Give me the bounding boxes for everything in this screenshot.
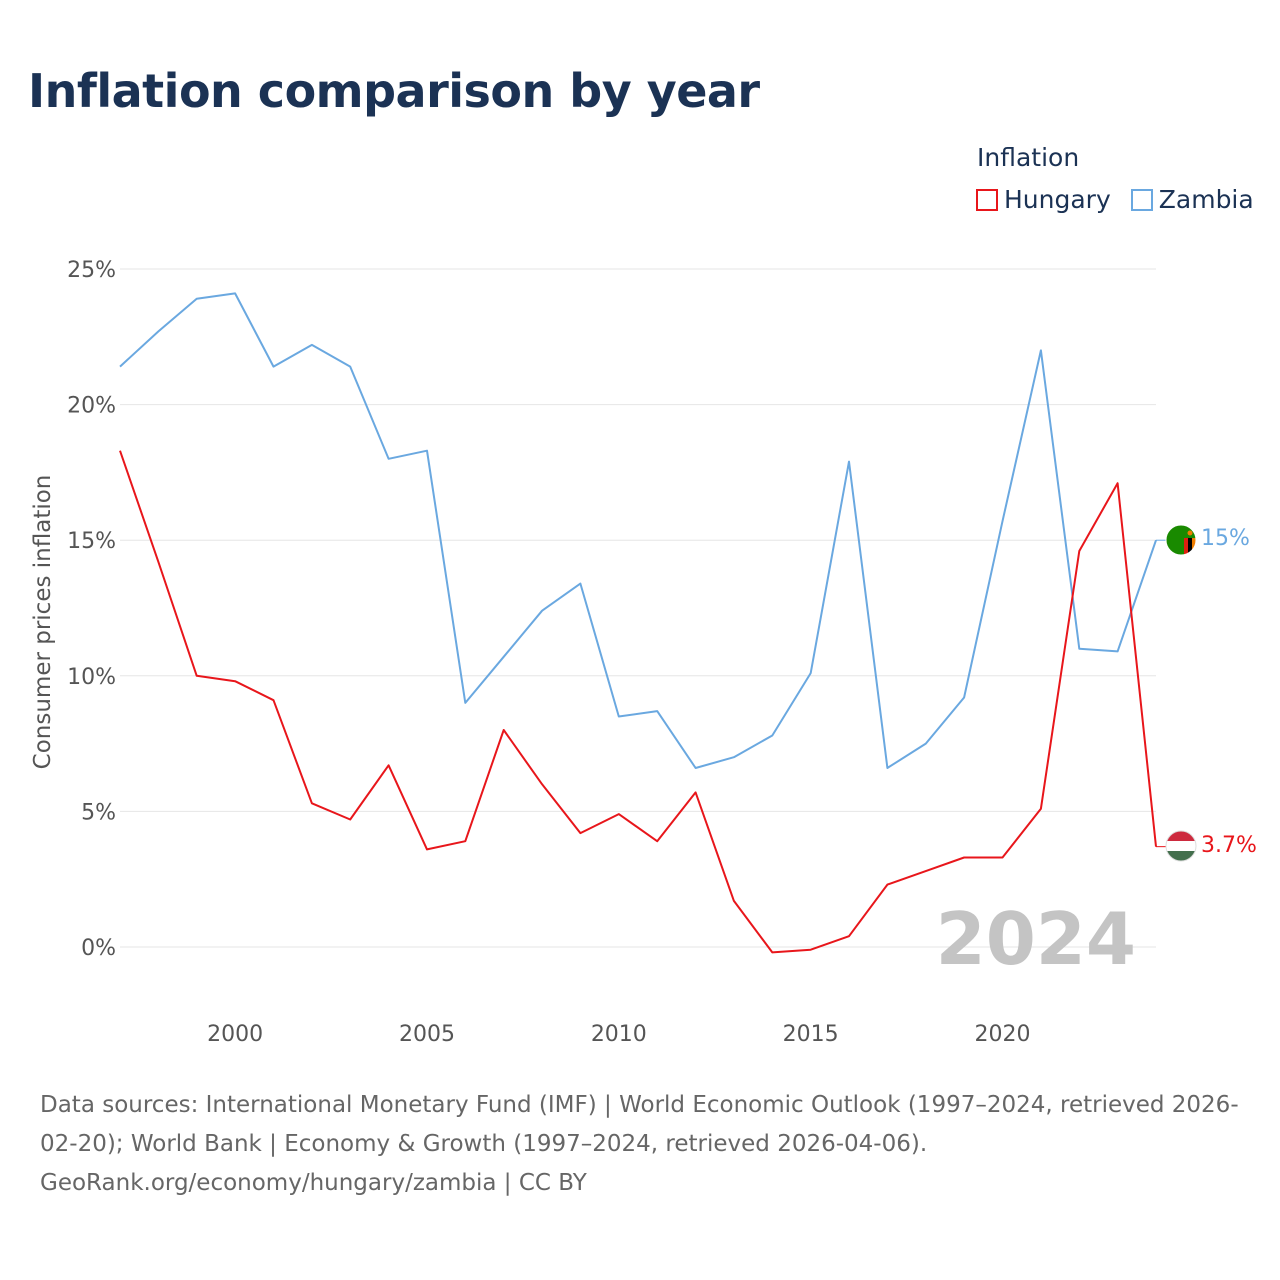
- y-tick-label: 15%: [67, 529, 116, 554]
- data-point-hungary[interactable]: [309, 800, 315, 806]
- data-point-hungary[interactable]: [386, 762, 392, 768]
- data-point-zambia[interactable]: [884, 765, 890, 771]
- data-point-hungary[interactable]: [1038, 806, 1044, 812]
- data-point-hungary[interactable]: [1000, 855, 1006, 861]
- data-point-hungary[interactable]: [424, 846, 430, 852]
- data-point-zambia[interactable]: [961, 694, 967, 700]
- data-point-hungary[interactable]: [846, 933, 852, 939]
- legend-title: Inflation: [977, 143, 1080, 172]
- data-point-hungary[interactable]: [616, 811, 622, 817]
- data-point-hungary[interactable]: [347, 817, 353, 823]
- data-point-hungary[interactable]: [501, 727, 507, 733]
- data-point-zambia[interactable]: [769, 732, 775, 738]
- data-point-zambia[interactable]: [1153, 537, 1159, 543]
- data-point-hungary[interactable]: [1076, 548, 1082, 554]
- data-point-zambia[interactable]: [155, 328, 161, 334]
- data-point-zambia[interactable]: [846, 459, 852, 465]
- data-point-hungary[interactable]: [961, 855, 967, 861]
- x-tick-label: 2015: [783, 1022, 839, 1047]
- grid-lines: [120, 268, 1156, 948]
- legend-item-hungary[interactable]: Hungary: [976, 185, 1111, 214]
- hungary-end-label: 3.7%: [1201, 833, 1257, 858]
- source-note: Data sources: International Monetary Fun…: [40, 1086, 1250, 1203]
- data-point-zambia[interactable]: [1038, 347, 1044, 353]
- data-point-zambia[interactable]: [539, 608, 545, 614]
- data-point-zambia[interactable]: [424, 448, 430, 454]
- data-point-hungary[interactable]: [232, 678, 238, 684]
- data-point-zambia[interactable]: [501, 654, 507, 660]
- data-point-hungary[interactable]: [769, 949, 775, 955]
- data-point-zambia[interactable]: [808, 670, 814, 676]
- source-line-1: Data sources: International Monetary Fun…: [40, 1092, 1239, 1157]
- data-point-hungary[interactable]: [1153, 844, 1159, 850]
- data-point-zambia[interactable]: [1115, 648, 1121, 654]
- legend-swatch-hungary: [976, 188, 998, 211]
- legend: Hungary Zambia: [976, 185, 1254, 214]
- data-point-zambia[interactable]: [232, 290, 238, 296]
- data-point-zambia[interactable]: [616, 713, 622, 719]
- y-tick-label: 25%: [67, 258, 116, 283]
- y-tick-label: 5%: [81, 800, 116, 825]
- data-point-zambia[interactable]: [386, 456, 392, 462]
- data-point-zambia[interactable]: [270, 364, 276, 370]
- data-point-zambia[interactable]: [693, 765, 699, 771]
- x-tick-label: 2020: [975, 1022, 1031, 1047]
- x-tick-label: 2005: [399, 1022, 455, 1047]
- y-axis: 0% 5% 10% 15% 20% 25%: [67, 258, 116, 961]
- data-point-hungary[interactable]: [654, 838, 660, 844]
- source-line-2: GeoRank.org/economy/hungary/zambia | CC …: [40, 1170, 587, 1196]
- data-point-zambia[interactable]: [1076, 646, 1082, 652]
- data-point-hungary[interactable]: [117, 448, 123, 454]
- data-point-zambia[interactable]: [577, 581, 583, 587]
- data-point-zambia[interactable]: [462, 700, 468, 706]
- data-point-hungary[interactable]: [155, 559, 161, 565]
- data-point-hungary[interactable]: [194, 673, 200, 679]
- data-point-hungary[interactable]: [808, 947, 814, 953]
- data-point-hungary[interactable]: [923, 868, 929, 874]
- legend-item-zambia[interactable]: Zambia: [1130, 185, 1254, 214]
- data-point-hungary[interactable]: [1115, 480, 1121, 486]
- zambia-flag-icon: [1165, 524, 1197, 556]
- y-tick-label: 10%: [67, 665, 116, 690]
- y-tick-label: 0%: [81, 936, 116, 961]
- zambia-end-label: 15%: [1201, 526, 1250, 551]
- data-point-zambia[interactable]: [731, 754, 737, 760]
- data-point-hungary[interactable]: [270, 697, 276, 703]
- legend-label-zambia: Zambia: [1158, 185, 1254, 214]
- line-chart: 0% 5% 10% 15% 20% 25% 2000 2005 2010 2015 2020 Co…: [30, 258, 1257, 1047]
- data-point-hungary[interactable]: [539, 781, 545, 787]
- legend-swatch-zambia: [1130, 188, 1153, 211]
- data-point-zambia[interactable]: [117, 364, 123, 370]
- series-line-hungary: [119, 450, 1157, 954]
- hungary-flag-icon: [1165, 830, 1197, 862]
- data-point-hungary[interactable]: [462, 838, 468, 844]
- data-point-hungary[interactable]: [693, 789, 699, 795]
- series-line-zambia: [119, 292, 1157, 769]
- data-point-zambia[interactable]: [1000, 518, 1006, 524]
- data-point-hungary[interactable]: [731, 898, 737, 904]
- current-year-label: 2024: [936, 897, 1136, 981]
- y-axis-label: Consumer prices inflation: [30, 475, 56, 770]
- x-tick-label: 2010: [591, 1022, 647, 1047]
- data-point-zambia[interactable]: [194, 296, 200, 302]
- legend-label-hungary: Hungary: [1004, 185, 1111, 214]
- x-axis: 2000 2005 2010 2015 2020: [207, 1022, 1030, 1047]
- y-tick-label: 20%: [67, 394, 116, 419]
- chart-title: Inflation comparison by year: [28, 64, 760, 118]
- x-tick-label: 2000: [207, 1022, 263, 1047]
- series-lines: [117, 290, 1166, 955]
- data-point-zambia[interactable]: [347, 364, 353, 370]
- data-point-hungary[interactable]: [884, 882, 890, 888]
- data-point-hungary[interactable]: [577, 830, 583, 836]
- data-point-zambia[interactable]: [309, 342, 315, 348]
- data-point-zambia[interactable]: [654, 708, 660, 714]
- data-point-zambia[interactable]: [923, 741, 929, 747]
